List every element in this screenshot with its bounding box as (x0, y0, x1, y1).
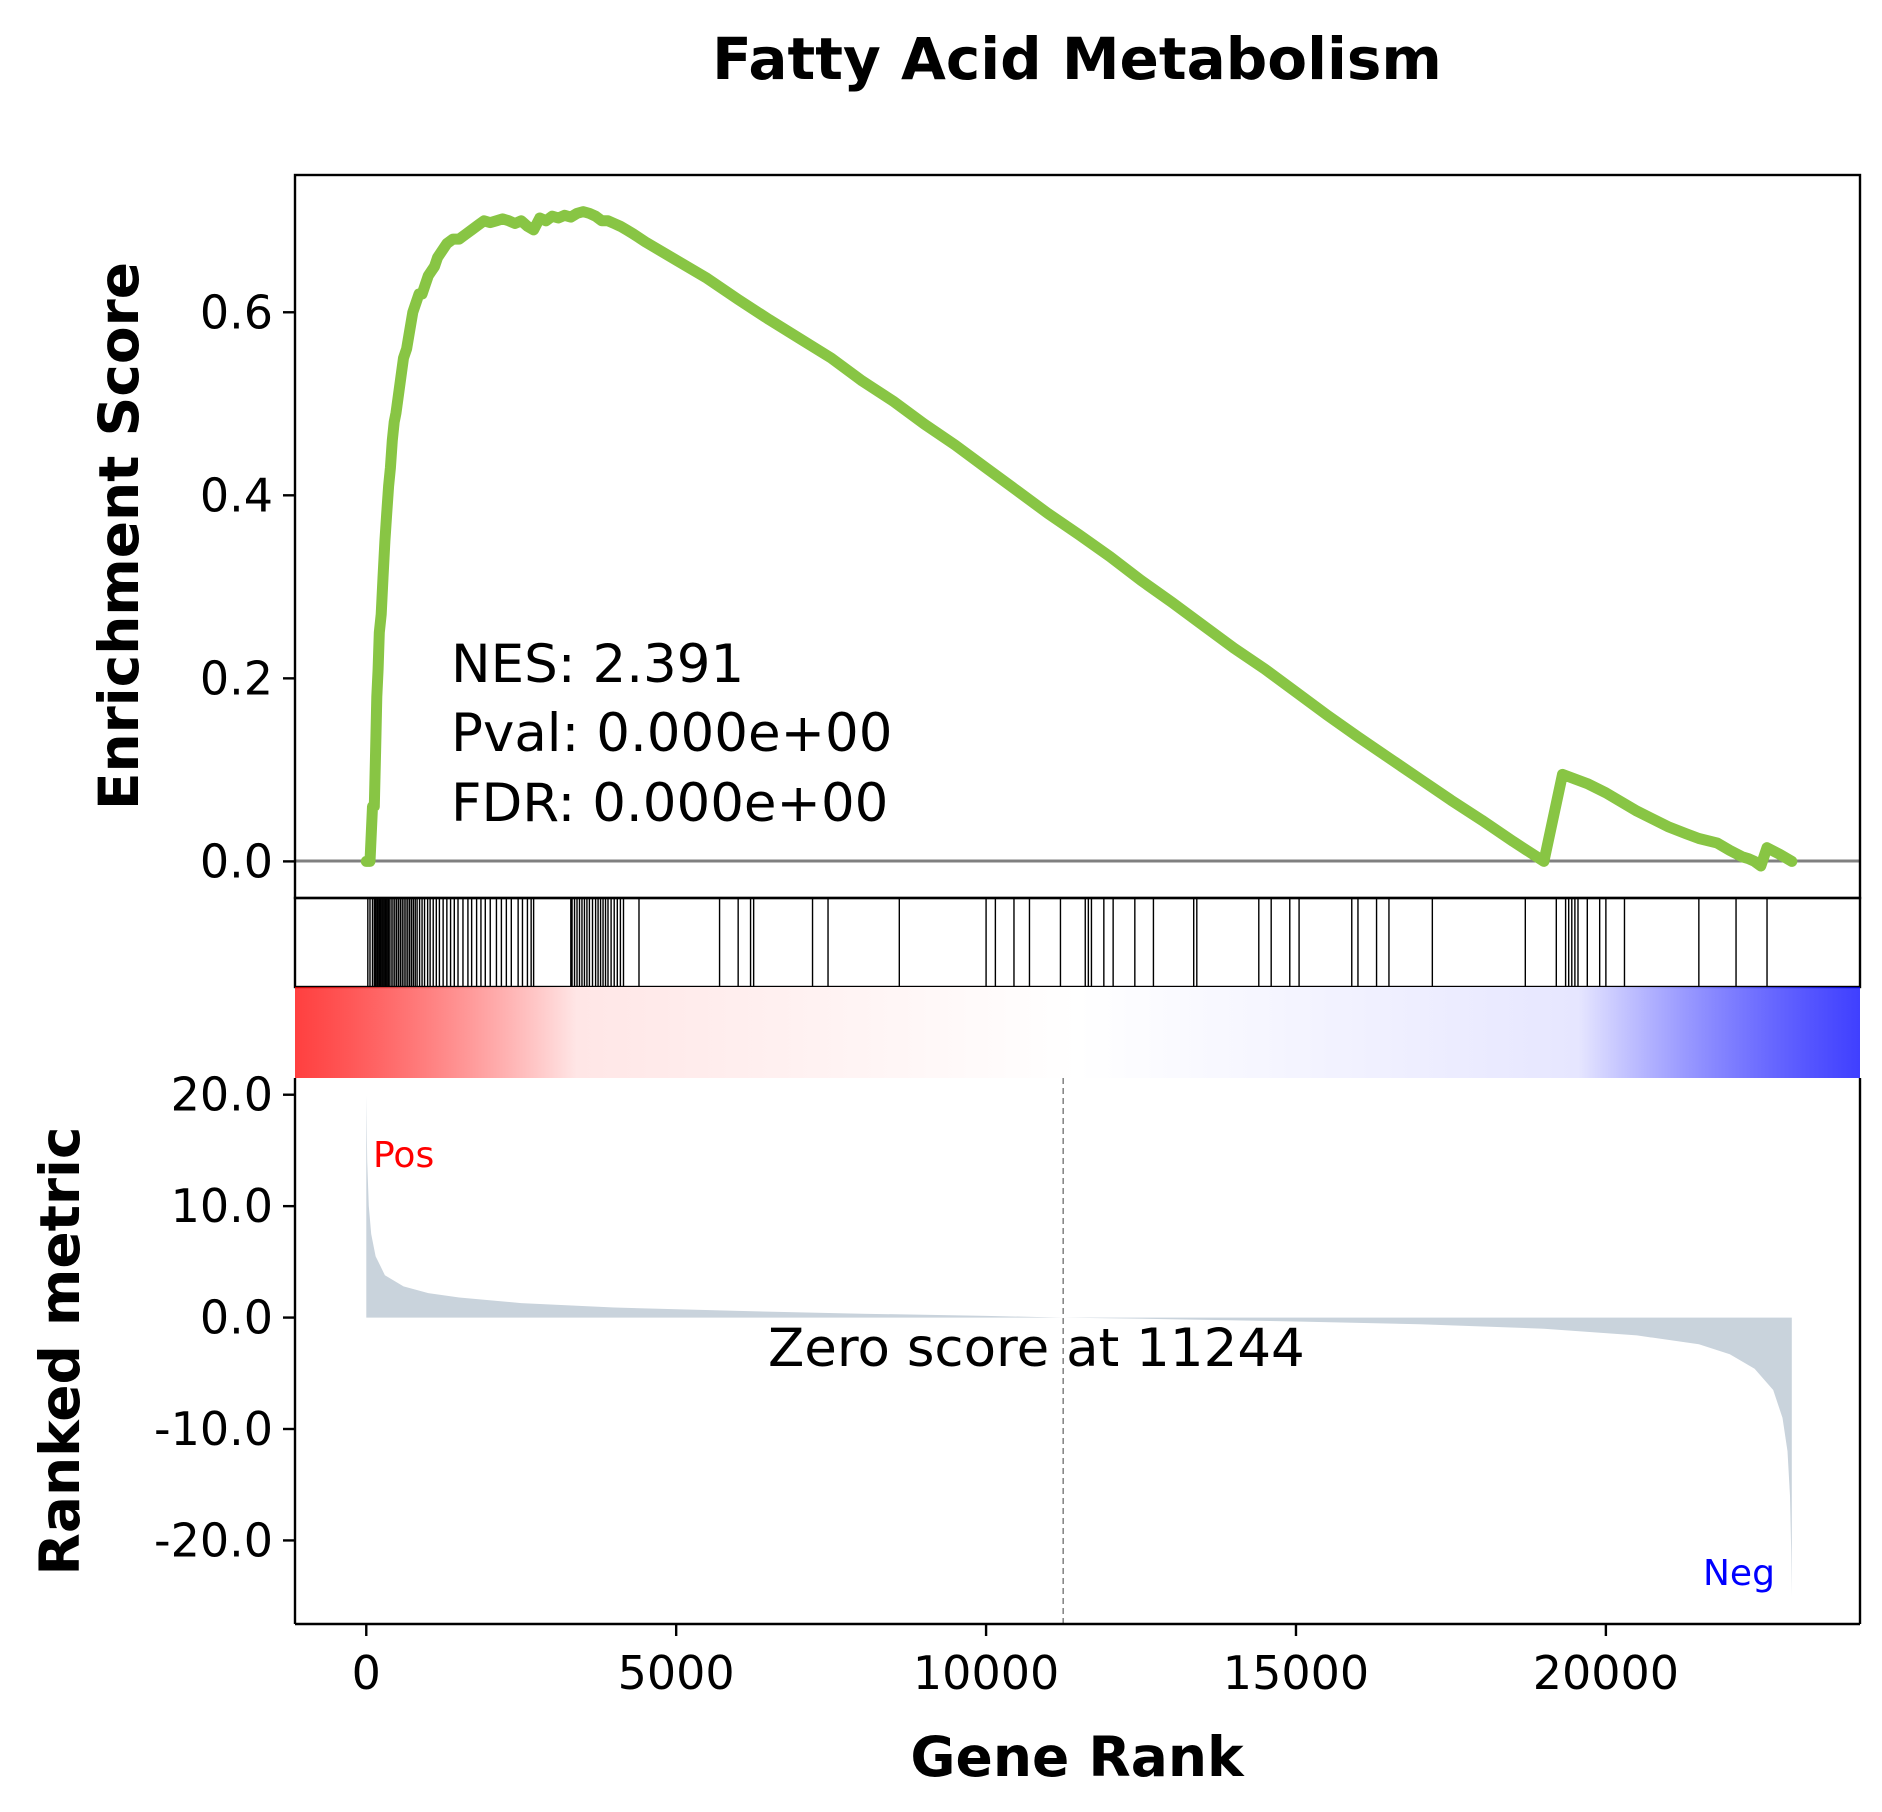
pval-text: Pval: 0.000e+00 (451, 703, 892, 764)
rank-y-tick-label: -10.0 (154, 1402, 273, 1456)
es-y-ticks: 0.0 0.2 0.4 0.6 (200, 285, 295, 888)
fdr-text: FDR: 0.000e+00 (451, 773, 888, 834)
rank-y-tick-label: 10.0 (171, 1179, 273, 1233)
hits-panel (293, 896, 1862, 989)
rank-y-ticks: 20.0 10.0 0.0 -10.0 -20.0 (154, 1068, 295, 1567)
rank-y-tick-label: -20.0 (154, 1513, 273, 1567)
rank-panel: Zero score at 11244 Pos Neg 20.0 10.0 0.0 -… (28, 1068, 1862, 1789)
es-y-axis-label: Enrichment Score (87, 262, 151, 810)
zero-score-text: Zero score at 11244 (768, 1318, 1305, 1379)
x-tick-label: 0 (352, 1646, 381, 1700)
neg-label: Neg (1703, 1553, 1775, 1594)
es-panel: 0.00.20.40.6 NES: 2.391 Pval: 0.000e+00 … (87, 173, 1862, 900)
rank-y-axis-label: Ranked metric (28, 1126, 92, 1575)
x-axis-label: Gene Rank (910, 1725, 1245, 1789)
rank-y-tick-label: 20.0 (171, 1068, 273, 1122)
x-tick-label: 5000 (618, 1646, 735, 1700)
x-tick-label: 15000 (1223, 1646, 1369, 1700)
rank-y-tick-label: 0.0 (200, 1291, 273, 1345)
es-y-tick-label: 0.0 (200, 834, 273, 888)
hit-lines (367, 898, 1768, 987)
es-y-tick-label: 0.4 (200, 468, 273, 522)
es-y-tick-label: 0.2 (200, 651, 273, 705)
hits-panel-frame (293, 896, 1862, 989)
colorbar-panel (295, 987, 1860, 1078)
ranking-colorbar (295, 987, 1860, 1078)
x-tick-label: 10000 (913, 1646, 1059, 1700)
x-ticks: 0 5000 10000 15000 20000 (352, 1624, 1679, 1700)
nes-text: NES: 2.391 (451, 634, 744, 695)
es-curve (360, 206, 1798, 872)
chart-title: Fatty Acid Metabolism (712, 25, 1442, 93)
x-tick-label: 20000 (1533, 1646, 1679, 1700)
pos-label: Pos (373, 1135, 434, 1176)
es-y-tick-label: 0.6 (200, 285, 273, 339)
